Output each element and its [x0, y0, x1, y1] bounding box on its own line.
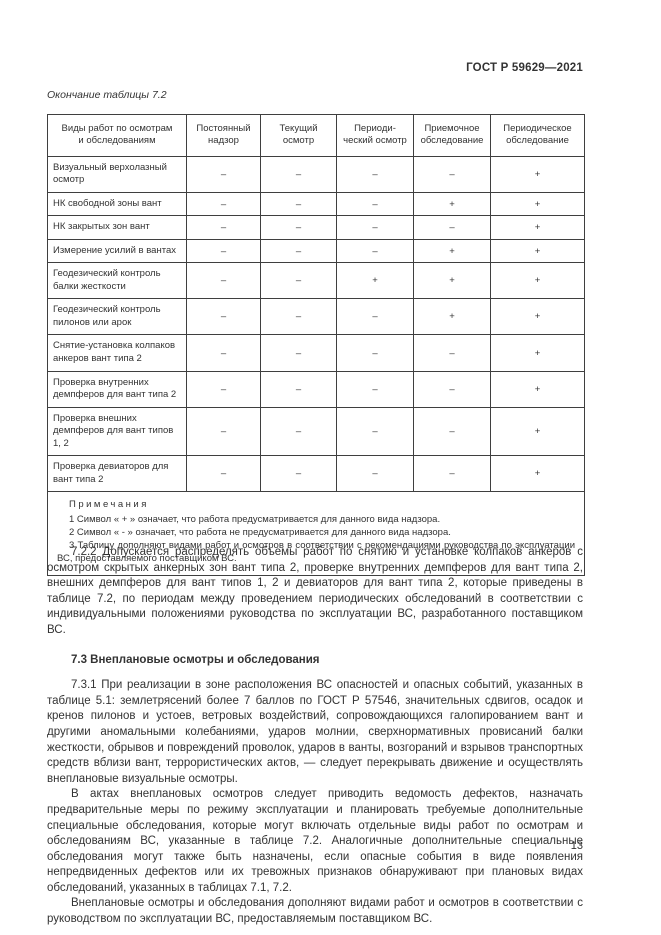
- note-line: 1 Символ « + » означает, что работа пред…: [69, 513, 441, 525]
- mark-cell: –: [336, 191, 414, 217]
- mark-cell: –: [413, 155, 491, 193]
- mark-cell: +: [490, 334, 585, 372]
- table-continuation-caption: Окончание таблицы 7.2: [47, 89, 167, 101]
- mark-cell: –: [186, 215, 261, 240]
- mark-cell: –: [336, 455, 414, 493]
- inspection-works-table: Виды работ по осмотрам и обследованиям По…: [47, 114, 585, 576]
- paragraph-7-2-2: 7.2.2 Допускается распределять объемы ра…: [47, 546, 583, 636]
- note-line: 3 Таблицу дополняют видами работ и осмот…: [57, 540, 575, 565]
- work-type-cell: Измерение усилий в вантах: [47, 238, 187, 264]
- mark-cell: –: [413, 370, 491, 408]
- mark-cell: –: [260, 370, 337, 408]
- mark-cell: –: [336, 370, 414, 408]
- mark-cell: –: [260, 155, 337, 193]
- table-row: Визуальный верхолазный осмотр – – – – +: [47, 155, 585, 193]
- column-header: Текущий осмотр: [260, 114, 337, 157]
- mark-cell: +: [490, 155, 585, 193]
- mark-cell: +: [490, 406, 585, 457]
- paragraph-7-3-1: 7.3.1 При реализации в зоне расположения…: [47, 679, 583, 785]
- mark-cell: –: [336, 215, 414, 240]
- mark-cell: +: [490, 191, 585, 217]
- mark-cell: –: [186, 406, 261, 457]
- notes-row: Примечания 1 Символ « + » означает, что …: [47, 491, 585, 576]
- work-type-cell: НК закрытых зон вант: [47, 215, 187, 240]
- column-header: Постоянный надзор: [186, 114, 261, 157]
- mark-cell: –: [186, 298, 261, 336]
- table-row: НК свободной зоны вант – – – + +: [47, 191, 585, 217]
- table-header-row: Виды работ по осмотрам и обследованиям По…: [47, 114, 585, 157]
- mark-cell: –: [186, 191, 261, 217]
- mark-cell: –: [186, 155, 261, 193]
- standard-designation: ГОСТ Р 59629—2021: [466, 62, 583, 74]
- mark-cell: +: [490, 238, 585, 264]
- work-type-cell: Проверка внутренних демпферов для вант т…: [47, 370, 187, 408]
- mark-cell: +: [490, 455, 585, 493]
- mark-cell: +: [336, 262, 414, 300]
- table-row: Проверка внешних демпферов для вант типо…: [47, 406, 585, 457]
- mark-cell: –: [186, 334, 261, 372]
- mark-cell: –: [186, 370, 261, 408]
- work-type-cell: Проверка внешних демпферов для вант типо…: [47, 406, 187, 457]
- work-type-cell: Визуальный верхолазный осмотр: [47, 155, 187, 193]
- work-type-cell: Геодезический контроль балки жесткости: [47, 262, 187, 300]
- table-row: Измерение усилий в вантах – – – + +: [47, 238, 585, 264]
- mark-cell: +: [413, 262, 491, 300]
- work-type-cell: Проверка девиаторов для вант типа 2: [47, 455, 187, 493]
- mark-cell: –: [186, 238, 261, 264]
- mark-cell: –: [260, 238, 337, 264]
- mark-cell: +: [413, 191, 491, 217]
- table-notes: Примечания 1 Символ « + » означает, что …: [47, 491, 585, 576]
- table-row: Снятие-установка колпаков анкеров вант т…: [47, 334, 585, 372]
- mark-cell: –: [336, 155, 414, 193]
- mark-cell: –: [336, 334, 414, 372]
- mark-cell: +: [490, 215, 585, 240]
- table-row: Геодезический контроль балки жесткости – –…: [47, 262, 585, 300]
- column-header: Приемочное обследование: [413, 114, 491, 157]
- column-header: Виды работ по осмотрам и обследованиям: [47, 114, 187, 157]
- mark-cell: –: [260, 298, 337, 336]
- page-number: 13: [570, 840, 583, 852]
- mark-cell: –: [336, 406, 414, 457]
- mark-cell: –: [413, 334, 491, 372]
- table-row: Проверка внутренних демпферов для вант т…: [47, 370, 585, 408]
- table-row: Геодезический контроль пилонов или арок –…: [47, 298, 585, 336]
- mark-cell: –: [413, 455, 491, 493]
- mark-cell: +: [490, 262, 585, 300]
- note-line: 2 Символ « - » означает, что работа не п…: [69, 526, 451, 538]
- mark-cell: –: [260, 406, 337, 457]
- section-heading-7-3: 7.3 Внеплановые осмотры и обследования: [71, 653, 320, 666]
- paragraph-unplanned: Внеплановые осмотры и обследования допол…: [47, 897, 583, 926]
- mark-cell: –: [413, 215, 491, 240]
- paragraph-acts: В актах внеплановых осмотров следует при…: [47, 788, 583, 894]
- work-type-cell: Геодезический контроль пилонов или арок: [47, 298, 187, 336]
- mark-cell: –: [260, 262, 337, 300]
- work-type-cell: НК свободной зоны вант: [47, 191, 187, 217]
- mark-cell: –: [260, 455, 337, 493]
- column-header: Периодическое обследование: [490, 114, 585, 157]
- table-row: НК закрытых зон вант – – – – +: [47, 215, 585, 240]
- mark-cell: –: [260, 215, 337, 240]
- mark-cell: –: [260, 334, 337, 372]
- mark-cell: +: [413, 298, 491, 336]
- mark-cell: –: [186, 262, 261, 300]
- body-text: 7.2.2 Допускается распределять объемы ра…: [47, 545, 583, 928]
- mark-cell: +: [490, 370, 585, 408]
- notes-title: Примечания: [69, 499, 149, 511]
- table-row: Проверка девиаторов для вант типа 2– – – – +: [47, 455, 585, 493]
- mark-cell: +: [413, 238, 491, 264]
- mark-cell: –: [260, 191, 337, 217]
- column-header: Периоди- ческий осмотр: [336, 114, 414, 157]
- mark-cell: –: [186, 455, 261, 493]
- work-type-cell: Снятие-установка колпаков анкеров вант т…: [47, 334, 187, 372]
- mark-cell: –: [336, 238, 414, 264]
- mark-cell: +: [490, 298, 585, 336]
- mark-cell: –: [413, 406, 491, 457]
- mark-cell: –: [336, 298, 414, 336]
